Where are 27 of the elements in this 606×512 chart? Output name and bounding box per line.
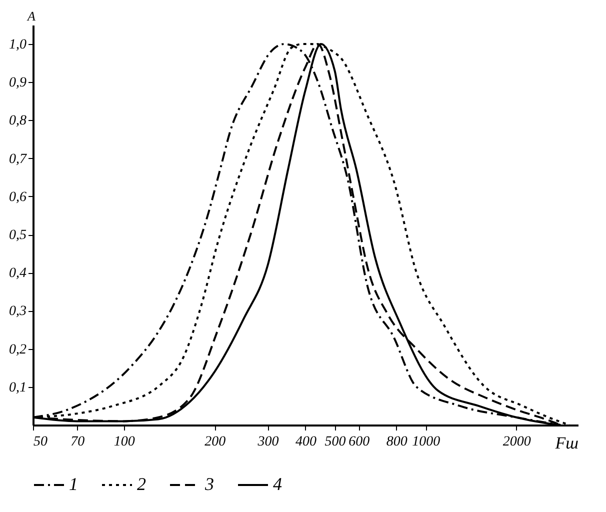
y-tick-label: 0,4 xyxy=(9,266,26,282)
y-tick-label: 0,2 xyxy=(9,342,26,358)
legend-label: 1 xyxy=(69,474,78,494)
x-tick-label: 1000 xyxy=(412,434,440,450)
y-tick-label: 0,8 xyxy=(9,114,26,129)
legend-label: 2 xyxy=(137,474,146,494)
y-tick-label: 1,0 xyxy=(9,38,26,53)
x-tick-label: 300 xyxy=(256,434,279,450)
x-tick-label: 500 xyxy=(324,434,346,450)
y-tick-label: 0,9 xyxy=(9,76,26,91)
x-tick-label: 50 xyxy=(34,434,48,450)
y-tick-label: 0,7 xyxy=(9,152,28,167)
x-tick-label: 800 xyxy=(386,434,408,450)
y-tick-label: 0,6 xyxy=(9,190,26,205)
x-tick-label: 600 xyxy=(348,434,370,450)
y-axis-title: A xyxy=(26,8,36,24)
x-tick-label: 70 xyxy=(70,434,85,450)
x-tick-label: 100 xyxy=(114,434,135,450)
x-axis-title: Fш xyxy=(554,434,579,452)
y-tick-label: 0,3 xyxy=(9,304,26,320)
legend-label: 4 xyxy=(273,474,282,494)
x-tick-label: 200 xyxy=(204,434,226,450)
x-tick-label: 2000 xyxy=(502,434,531,450)
y-tick-label: 0,1 xyxy=(9,380,26,396)
y-tick-label: 0,5 xyxy=(9,228,26,244)
legend-label: 3 xyxy=(204,474,214,494)
x-tick-label: 400 xyxy=(296,434,316,450)
